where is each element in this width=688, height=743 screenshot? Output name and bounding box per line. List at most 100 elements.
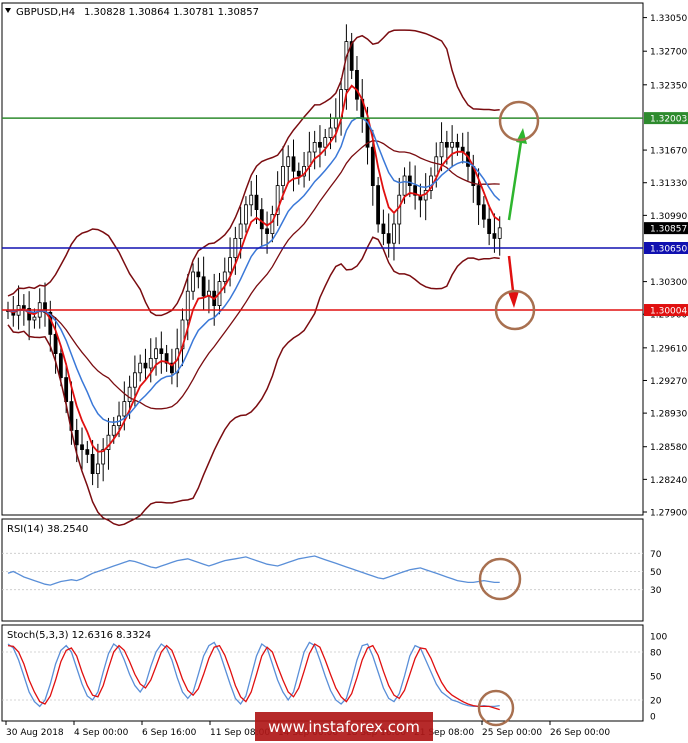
candle-body — [101, 449, 106, 465]
candle-body — [402, 175, 407, 196]
candle-body — [413, 185, 418, 196]
price-ytick-label: 1.29610 — [650, 344, 687, 354]
candle-body — [170, 362, 174, 374]
dropdown-triangle-icon[interactable] — [5, 8, 11, 13]
stoch-ytick-label: 20 — [650, 697, 662, 707]
candle-body — [439, 141, 444, 158]
candle-body — [201, 276, 206, 297]
price-ytick-label: 1.28580 — [650, 443, 687, 453]
price-ytick-label: 1.28930 — [650, 410, 687, 420]
candle-body — [249, 194, 254, 206]
candle-body — [164, 353, 169, 364]
target-circle-upper — [498, 100, 540, 142]
candle-body — [492, 233, 497, 239]
rsi-circle — [478, 557, 522, 601]
candle-body — [58, 353, 63, 379]
candle-body — [376, 185, 381, 225]
price-ytick-label: 1.27900 — [650, 509, 687, 519]
candle-body — [407, 175, 412, 187]
xtick-label: 25 Sep 00:00 — [482, 728, 542, 738]
candle-body — [191, 271, 195, 292]
xtick-label: 30 Aug 2018 — [6, 728, 64, 738]
candle-body — [95, 463, 100, 475]
rsi-ytick-label: 30 — [650, 586, 662, 596]
price-header-symbol: GBPUSD,H4 — [16, 7, 75, 18]
candle-body — [143, 362, 148, 369]
candle-body — [185, 290, 190, 321]
candle-body — [312, 141, 317, 153]
price-ytick-label: 1.33050 — [650, 14, 687, 24]
candle-body — [270, 213, 275, 234]
candle-body — [386, 233, 391, 244]
candle-body — [127, 386, 132, 403]
candle-body — [381, 223, 386, 234]
candle-body — [85, 449, 90, 455]
rsi-title: RSI(14) 38.2540 — [7, 524, 88, 535]
candle-body — [53, 333, 58, 354]
price-ytick-label: 1.30300 — [650, 278, 687, 288]
candle-body — [132, 372, 137, 388]
candle-body — [497, 227, 502, 239]
bollinger-middle — [7, 140, 500, 410]
price-header-ohlc: 1.30828 1.30864 1.30781 1.30857 — [84, 7, 259, 18]
watermark-bg — [255, 712, 433, 741]
rsi-ytick-label: 50 — [650, 568, 662, 578]
candle-body — [444, 141, 449, 148]
candle-body — [222, 271, 227, 283]
rsi-line — [7, 555, 500, 586]
candle-body — [259, 209, 264, 230]
xtick-label: 26 Sep 00:00 — [550, 728, 610, 738]
level-tag-support: 1.30650 — [650, 245, 687, 255]
price-ytick-label: 1.32350 — [650, 81, 687, 91]
candle-body — [148, 357, 153, 369]
candle-body — [159, 348, 164, 354]
candle-body — [265, 228, 269, 235]
price-ytick-label: 1.30990 — [650, 212, 687, 222]
candle-body — [275, 185, 280, 215]
candle-body — [286, 156, 291, 167]
candle-body — [74, 429, 79, 446]
candle-body — [296, 170, 301, 177]
candle-body — [244, 204, 248, 225]
candle-body — [291, 156, 296, 172]
candle-body — [111, 425, 116, 436]
rsi-panel — [1, 518, 644, 622]
level-tag-bg-resistance — [644, 112, 688, 125]
candle-body — [333, 118, 338, 129]
bollinger-lower — [7, 236, 500, 527]
level-tag-current: 1.30857 — [650, 225, 687, 235]
candle-body — [32, 316, 37, 321]
candle-body — [392, 223, 396, 244]
candle-body — [323, 137, 328, 148]
rsi-ytick-label: 70 — [650, 550, 662, 560]
candle-body — [254, 194, 259, 210]
candle-body — [455, 141, 460, 148]
candle-body — [27, 308, 32, 321]
candle-body — [328, 127, 333, 138]
ema-fast-line — [7, 84, 501, 453]
up-arrow — [507, 134, 524, 221]
candle-body — [154, 348, 158, 359]
xtick-label: 4 Sep 00:00 — [74, 728, 129, 738]
candle-body — [138, 362, 143, 374]
stoch-ytick-label: 50 — [650, 673, 662, 683]
candle-body — [228, 257, 232, 273]
candle-body — [370, 146, 375, 186]
candle-body — [476, 185, 481, 206]
candle-body — [106, 434, 111, 451]
candle-body — [238, 223, 243, 239]
ema-slow-line — [7, 117, 501, 424]
candle-body — [450, 141, 455, 148]
xtick-label: 11 Sep 08:00 — [210, 728, 270, 738]
bollinger-upper — [7, 29, 500, 317]
price-ytick-label: 1.28240 — [650, 476, 687, 486]
stoch-ytick-label: 100 — [650, 633, 667, 643]
stoch-ytick-label: 0 — [650, 713, 656, 723]
price-ytick-label: 1.31330 — [650, 179, 687, 189]
candle-body — [90, 453, 95, 474]
stoch-circle — [477, 689, 515, 727]
level-tag-resistance: 1.32003 — [650, 115, 687, 125]
price-ytick-label: 1.32700 — [650, 48, 687, 58]
candle-body — [355, 70, 359, 100]
